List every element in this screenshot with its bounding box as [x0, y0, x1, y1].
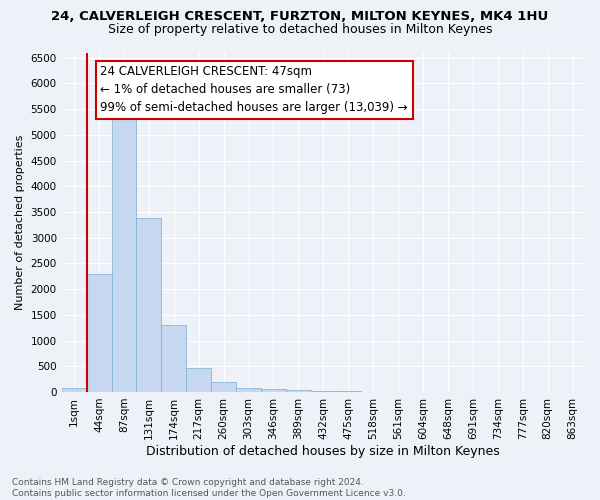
Bar: [62, 388, 86, 392]
Bar: [86, 274, 112, 392]
Bar: [186, 368, 211, 392]
Text: Size of property relative to detached houses in Milton Keynes: Size of property relative to detached ho…: [108, 22, 492, 36]
X-axis label: Distribution of detached houses by size in Milton Keynes: Distribution of detached houses by size …: [146, 444, 500, 458]
Bar: [112, 114, 136, 392]
Bar: [136, 218, 161, 392]
Bar: [236, 388, 261, 392]
Bar: [261, 390, 286, 392]
Bar: [311, 391, 336, 392]
Bar: [336, 391, 361, 392]
Bar: [161, 324, 186, 392]
Text: 24, CALVERLEIGH CRESCENT, FURZTON, MILTON KEYNES, MK4 1HU: 24, CALVERLEIGH CRESCENT, FURZTON, MILTO…: [52, 10, 548, 23]
Bar: [211, 382, 236, 392]
Bar: [286, 390, 311, 392]
Text: Contains HM Land Registry data © Crown copyright and database right 2024.
Contai: Contains HM Land Registry data © Crown c…: [12, 478, 406, 498]
Y-axis label: Number of detached properties: Number of detached properties: [15, 134, 25, 310]
Text: 24 CALVERLEIGH CRESCENT: 47sqm
← 1% of detached houses are smaller (73)
99% of s: 24 CALVERLEIGH CRESCENT: 47sqm ← 1% of d…: [100, 66, 408, 114]
